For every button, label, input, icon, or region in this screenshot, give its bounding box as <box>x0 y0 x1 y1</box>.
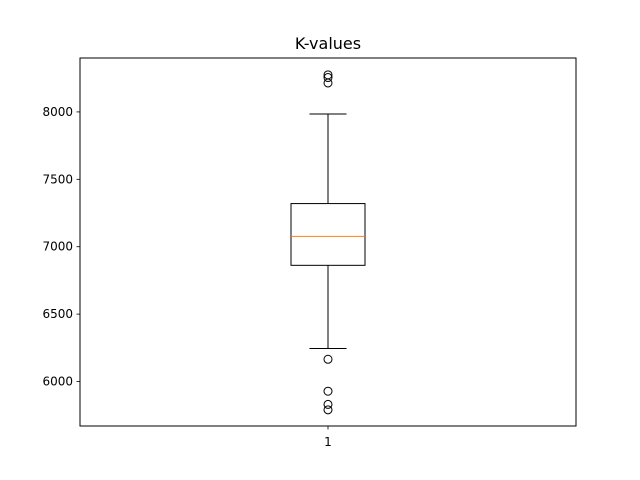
y-tick-label-7500: 7500 <box>42 172 73 186</box>
outlier-point-3 <box>323 405 333 415</box>
y-tick-label-6000: 6000 <box>42 375 73 389</box>
outlier-point-0 <box>323 354 333 364</box>
box-iqr <box>290 203 366 266</box>
x-tick-label-1: 1 <box>324 435 332 449</box>
chart-title: K-values <box>295 34 361 53</box>
y-tick-label-6500: 6500 <box>42 307 73 321</box>
outlier-point-1 <box>323 386 333 396</box>
y-tick-label-8000: 8000 <box>42 105 73 119</box>
outlier-point-6 <box>323 70 333 80</box>
outlier-point-2 <box>323 399 333 409</box>
outlier-point-5 <box>323 73 333 83</box>
y-tick-label-7000: 7000 <box>42 240 73 254</box>
axes-frame <box>79 57 577 427</box>
plot-area: 6000 6500 7000 7500 8000 1 <box>42 70 366 449</box>
